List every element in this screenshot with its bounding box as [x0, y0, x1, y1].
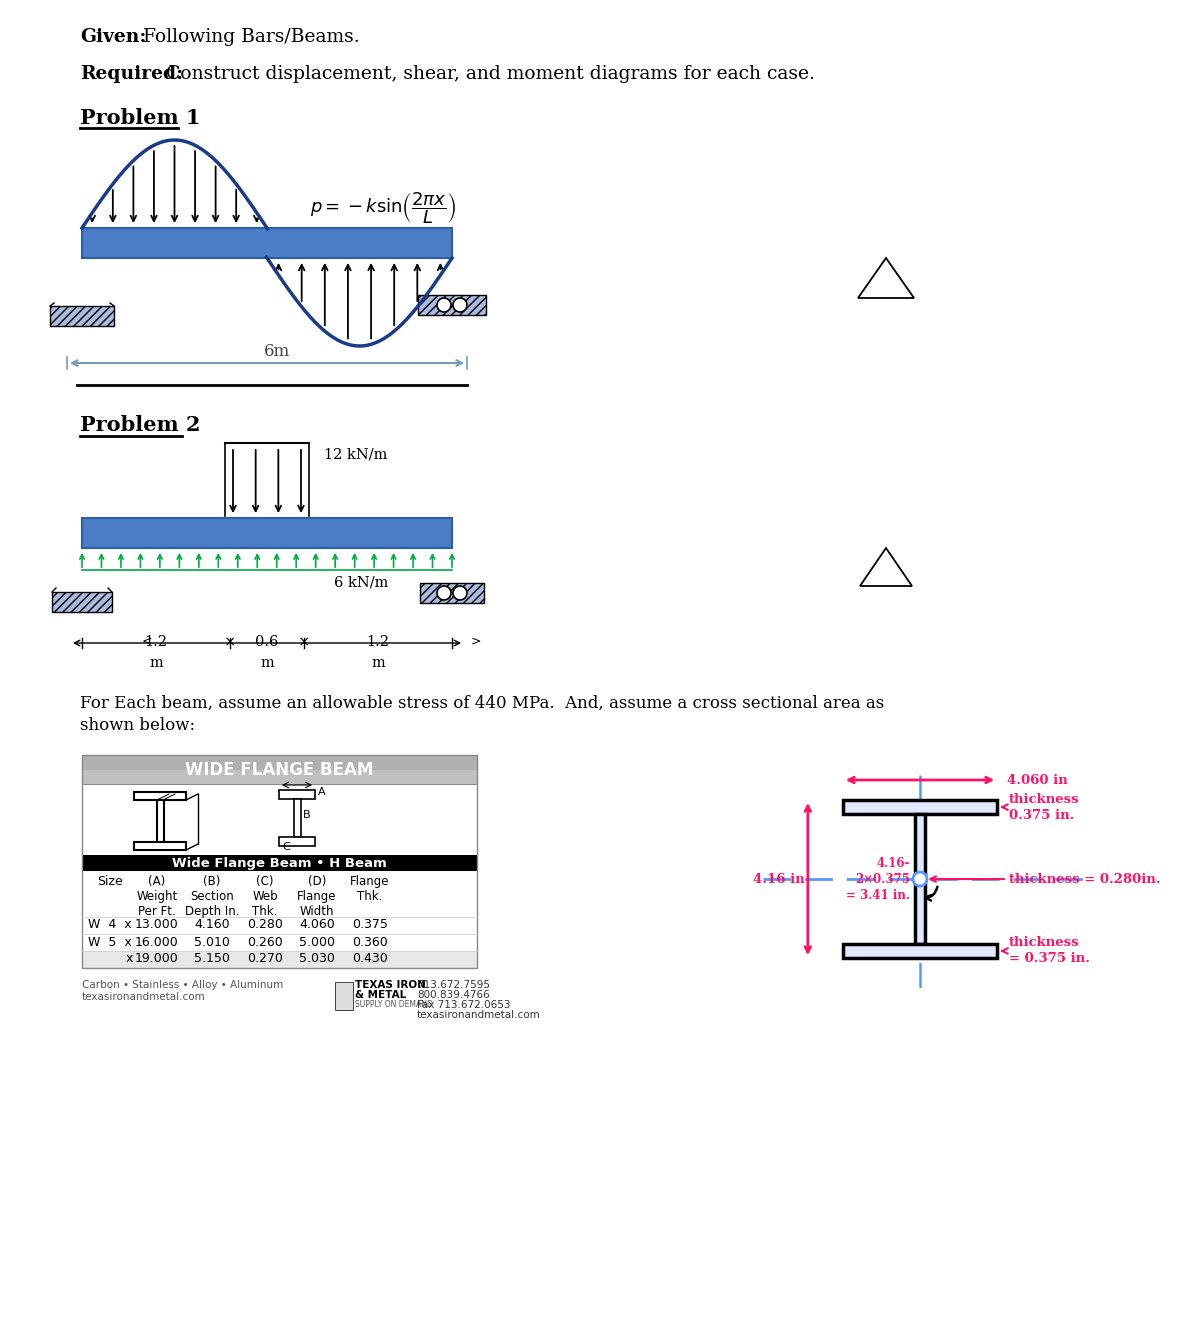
Text: 1.2: 1.2 — [144, 636, 168, 649]
Text: Required:: Required: — [80, 66, 184, 83]
Text: 12 kN/m: 12 kN/m — [324, 448, 388, 462]
Text: thickness
0.375 in.: thickness 0.375 in. — [1009, 792, 1080, 822]
Text: 4.16-
2×0.375
= 3.41 in.: 4.16- 2×0.375 = 3.41 in. — [846, 856, 910, 902]
Text: 0.6: 0.6 — [256, 636, 278, 649]
Bar — [157, 800, 164, 842]
Text: 0.280: 0.280 — [247, 918, 283, 931]
Text: (C)
Web
Thk.: (C) Web Thk. — [252, 875, 278, 918]
Text: (D)
Flange
Width: (D) Flange Width — [298, 875, 337, 918]
Circle shape — [913, 872, 928, 886]
Bar — [278, 838, 314, 846]
Text: C: C — [282, 842, 289, 852]
Text: $p = -k\sin\!\left(\dfrac{2\pi x}{L}\right)$: $p = -k\sin\!\left(\dfrac{2\pi x}{L}\rig… — [310, 190, 456, 226]
Bar — [82, 769, 478, 785]
Text: 4.060 in: 4.060 in — [1007, 773, 1068, 787]
Text: m: m — [149, 656, 163, 670]
Text: 5.000: 5.000 — [299, 935, 335, 949]
Text: thickness = 0.280in.: thickness = 0.280in. — [1009, 872, 1160, 886]
Bar — [82, 934, 478, 951]
Text: ×: × — [294, 636, 314, 649]
Text: Following Bars/Beams.: Following Bars/Beams. — [137, 28, 360, 45]
Bar — [294, 799, 301, 838]
Text: 5.010: 5.010 — [194, 935, 230, 949]
Bar — [82, 755, 478, 785]
Text: >: > — [467, 636, 481, 648]
Text: m: m — [260, 656, 274, 670]
Text: thickness
= 0.375 in.: thickness = 0.375 in. — [1009, 937, 1090, 966]
Text: SUPPLY ON DEMAND: SUPPLY ON DEMAND — [355, 999, 433, 1009]
Text: (A)
Weight
Per Ft.: (A) Weight Per Ft. — [137, 875, 178, 918]
Bar — [82, 951, 478, 967]
Text: texasironandmetal.com: texasironandmetal.com — [82, 991, 205, 1002]
Bar — [50, 306, 114, 326]
Text: Given:: Given: — [80, 28, 146, 45]
Text: 800.839.4766: 800.839.4766 — [418, 990, 490, 999]
Text: Construct displacement, shear, and moment diagrams for each case.: Construct displacement, shear, and momen… — [160, 66, 815, 83]
Circle shape — [454, 586, 467, 599]
Text: 4.16 in: 4.16 in — [754, 872, 805, 886]
Bar — [418, 294, 486, 314]
Bar — [420, 583, 484, 603]
Text: 6 kN/m: 6 kN/m — [334, 575, 388, 590]
Text: TEXAS IRON: TEXAS IRON — [355, 979, 426, 990]
Text: 1.2: 1.2 — [366, 636, 390, 649]
Text: & METAL: & METAL — [355, 990, 407, 999]
Text: shown below:: shown below: — [80, 717, 196, 735]
Bar — [82, 518, 452, 549]
Text: 0.360: 0.360 — [352, 935, 388, 949]
Bar — [82, 227, 452, 258]
Text: Problem 1: Problem 1 — [80, 108, 200, 128]
Text: <: < — [142, 636, 156, 648]
Text: 0.270: 0.270 — [247, 953, 283, 966]
Text: Fax 713.672.0653: Fax 713.672.0653 — [418, 999, 510, 1010]
Circle shape — [454, 298, 467, 312]
Text: 0.430: 0.430 — [352, 953, 388, 966]
Text: 4.160: 4.160 — [194, 918, 230, 931]
Text: W  4  x: W 4 x — [88, 918, 132, 931]
Bar — [134, 792, 186, 800]
Polygon shape — [860, 549, 912, 586]
Text: Flange
Thk.: Flange Thk. — [350, 875, 390, 903]
Text: Problem 2: Problem 2 — [80, 415, 200, 435]
Polygon shape — [858, 258, 914, 298]
Text: 5.030: 5.030 — [299, 953, 335, 966]
Bar — [278, 789, 314, 799]
Text: Carbon • Stainless • Alloy • Aluminum: Carbon • Stainless • Alloy • Aluminum — [82, 979, 283, 990]
Bar — [52, 591, 112, 611]
Text: W  5  x: W 5 x — [88, 935, 132, 949]
Text: Wide Flange Beam • H Beam: Wide Flange Beam • H Beam — [172, 856, 386, 870]
Text: (B)
Section
Depth In.: (B) Section Depth In. — [185, 875, 239, 918]
Text: x: x — [86, 953, 133, 966]
Bar — [82, 917, 478, 934]
Text: B: B — [302, 809, 311, 820]
Bar — [82, 755, 478, 967]
Text: ×: × — [220, 636, 240, 649]
Text: 16.000: 16.000 — [136, 935, 179, 949]
Text: 19.000: 19.000 — [136, 953, 179, 966]
Text: 0.260: 0.260 — [247, 935, 283, 949]
Bar — [842, 943, 997, 958]
Circle shape — [437, 298, 451, 312]
Text: 0.375: 0.375 — [352, 918, 388, 931]
Text: WIDE FLANGE BEAM: WIDE FLANGE BEAM — [185, 761, 373, 779]
Bar — [842, 800, 997, 815]
Text: A: A — [318, 787, 325, 797]
Text: texasironandmetal.com: texasironandmetal.com — [418, 1010, 541, 1020]
Text: 6m: 6m — [264, 343, 290, 360]
Text: 5.150: 5.150 — [194, 953, 230, 966]
Text: m: m — [371, 656, 385, 670]
Text: For Each beam, assume an allowable stress of 440 MPa.  And, assume a cross secti: For Each beam, assume an allowable stres… — [80, 694, 884, 712]
Text: Size: Size — [97, 875, 122, 888]
Text: 4.060: 4.060 — [299, 918, 335, 931]
Circle shape — [437, 586, 451, 599]
Bar — [914, 815, 925, 943]
Bar — [134, 842, 186, 850]
Bar — [82, 855, 478, 871]
Bar — [335, 982, 353, 1010]
Text: 713.672.7595: 713.672.7595 — [418, 979, 490, 990]
Text: 13.000: 13.000 — [136, 918, 179, 931]
